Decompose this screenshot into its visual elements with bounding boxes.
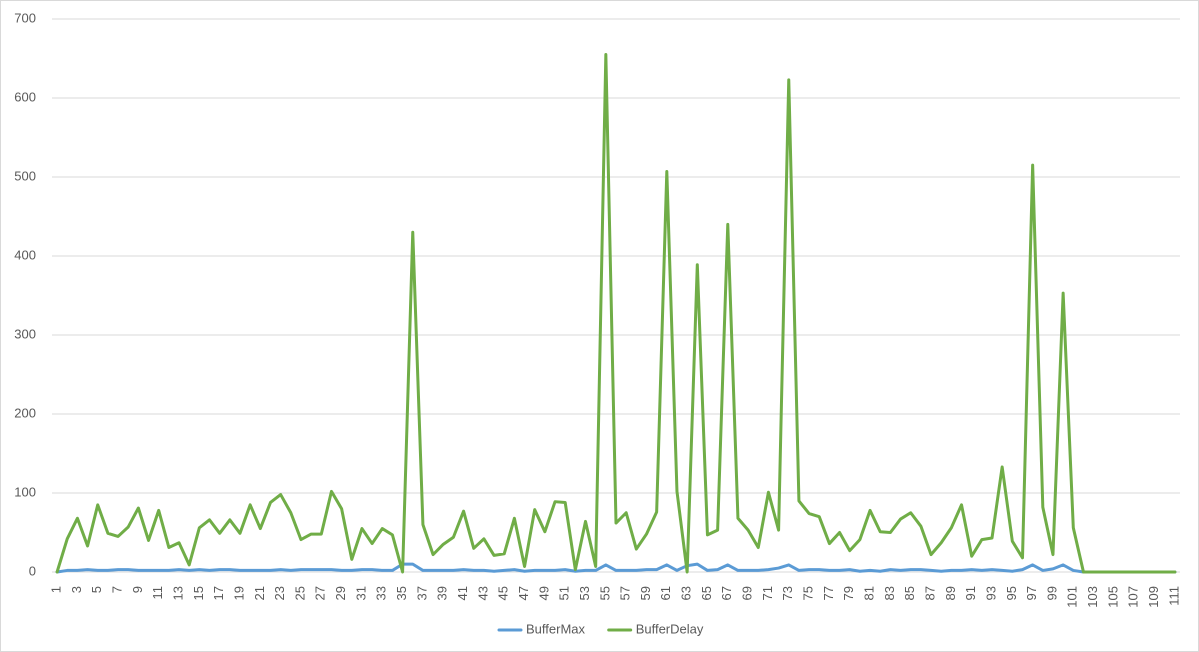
x-tick-label: 97 [1024,586,1039,600]
x-tick-label: 79 [841,586,856,600]
x-tick-label: 45 [496,586,511,600]
x-tick-label: 69 [740,586,755,600]
y-tick-label: 300 [14,326,36,341]
x-tick-label: 47 [516,586,531,600]
x-tick-label: 29 [333,586,348,600]
y-tick-label: 400 [14,247,36,262]
x-tick-label: 57 [618,586,633,600]
x-tick-label: 25 [292,586,307,600]
x-tick-label: 9 [130,586,145,593]
x-tick-label: 109 [1146,586,1161,608]
x-tick-label: 71 [760,586,775,600]
series-line [55,562,1177,574]
x-tick-label: 85 [902,586,917,600]
x-tick-label: 93 [983,586,998,600]
x-tick-label: 37 [414,586,429,600]
x-tick-label: 51 [557,586,572,600]
x-tick-label: 23 [272,586,287,600]
x-tick-label: 81 [861,586,876,600]
x-tick-label: 107 [1126,586,1141,608]
x-tick-label: 21 [252,586,267,600]
x-tick-label: 59 [638,586,653,600]
x-tick-label: 19 [231,586,246,600]
series-line [55,53,1177,574]
x-tick-label: 83 [882,586,897,600]
x-tick-label: 53 [577,586,592,600]
x-tick-label: 105 [1105,586,1120,608]
legend-label: BufferDelay [636,621,704,636]
x-tick-label: 103 [1085,586,1100,608]
x-tick-label: 17 [211,586,226,600]
x-tick-label: 31 [353,586,368,600]
x-tick-label: 13 [170,586,185,600]
x-tick-label: 1 [49,586,64,593]
y-tick-label: 0 [29,563,36,578]
x-tick-label: 61 [658,586,673,600]
x-tick-label: 3 [69,586,84,593]
x-tick-label: 35 [394,586,409,600]
legend-label: BufferMax [526,621,586,636]
x-tick-label: 43 [475,586,490,600]
x-tick-label: 67 [719,586,734,600]
x-tick-label: 77 [821,586,836,600]
x-tick-label: 27 [313,586,328,600]
y-tick-label: 600 [14,89,36,104]
x-tick-label: 39 [435,586,450,600]
x-tick-label: 75 [801,586,816,600]
x-tick-label: 15 [191,586,206,600]
x-tick-label: 33 [374,586,389,600]
x-tick-label: 41 [455,586,470,600]
x-tick-label: 65 [699,586,714,600]
y-tick-label: 500 [14,168,36,183]
y-tick-label: 200 [14,405,36,420]
x-tick-label: 5 [89,586,104,593]
x-tick-label: 99 [1044,586,1059,600]
y-tick-label: 700 [14,10,36,25]
x-tick-label: 63 [679,586,694,600]
x-tick-label: 101 [1065,586,1080,608]
x-tick-label: 89 [943,586,958,600]
x-tick-label: 73 [780,586,795,600]
x-tick-label: 49 [536,586,551,600]
x-tick-label: 7 [109,586,124,593]
y-tick-label: 100 [14,484,36,499]
x-tick-label: 55 [597,586,612,600]
x-tick-label: 95 [1004,586,1019,600]
x-tick-label: 111 [1166,586,1181,606]
x-tick-label: 91 [963,586,978,600]
x-tick-label: 87 [922,586,937,600]
x-tick-label: 11 [150,586,165,600]
